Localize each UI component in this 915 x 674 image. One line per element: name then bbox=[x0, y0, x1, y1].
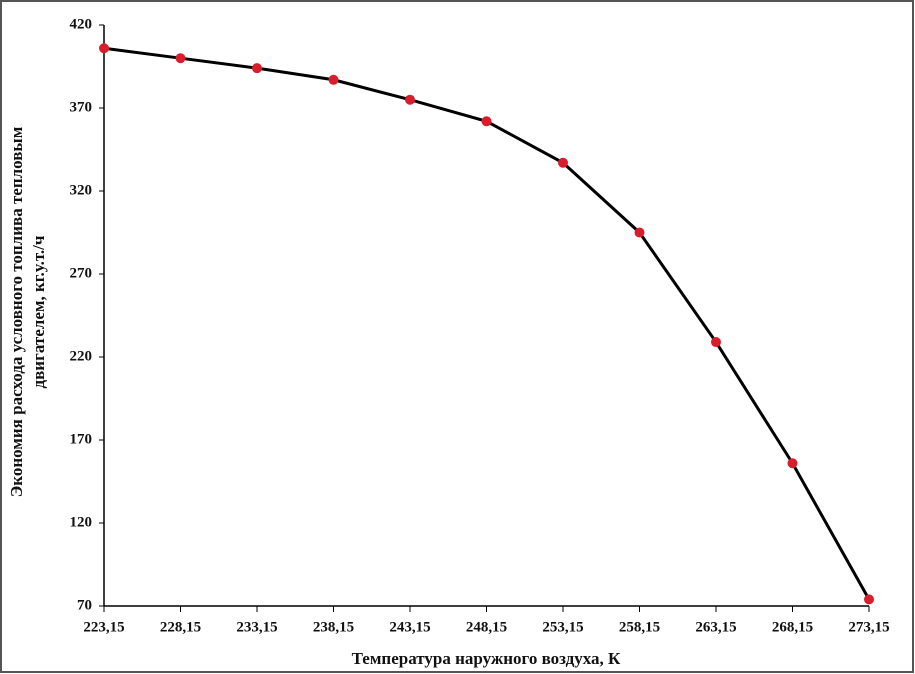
x-tick-label: 228,15 bbox=[160, 619, 201, 635]
data-point bbox=[558, 157, 568, 168]
x-tick-label: 233,15 bbox=[236, 619, 277, 635]
x-tick-label: 273,15 bbox=[848, 619, 889, 635]
y-tick-label: 220 bbox=[70, 348, 93, 364]
x-axis-label: Температура наружного воздуха, К bbox=[352, 649, 621, 668]
x-tick-label: 268,15 bbox=[772, 619, 813, 635]
y-tick-label: 70 bbox=[77, 597, 92, 613]
data-point bbox=[634, 227, 645, 238]
y-tick-label: 370 bbox=[70, 99, 93, 115]
data-point bbox=[252, 63, 262, 74]
data-point bbox=[405, 94, 415, 105]
y-tick-label: 320 bbox=[70, 182, 93, 198]
y-tick-label: 420 bbox=[70, 16, 93, 32]
x-tick-label: 238,15 bbox=[313, 619, 354, 635]
data-point bbox=[175, 53, 186, 64]
x-tick-label: 253,15 bbox=[542, 619, 583, 635]
data-point bbox=[328, 74, 339, 85]
x-tick-label: 223,15 bbox=[83, 619, 124, 635]
x-tick-label: 258,15 bbox=[619, 619, 660, 635]
x-tick-label: 248,15 bbox=[466, 619, 507, 635]
y-tick-label: 170 bbox=[70, 431, 93, 447]
x-tick-label: 243,15 bbox=[389, 619, 430, 635]
data-point bbox=[864, 594, 874, 605]
data-point bbox=[99, 43, 109, 54]
data-point bbox=[787, 458, 798, 469]
data-point bbox=[481, 116, 492, 127]
y-tick-label: 270 bbox=[70, 265, 93, 281]
data-point bbox=[711, 337, 721, 348]
y-axis-label: Экономия расхода условного топлива тепло… bbox=[7, 126, 26, 497]
y-tick-label: 120 bbox=[70, 514, 93, 530]
y-axis-label: двигателем, кг.у.т./ч bbox=[29, 235, 48, 388]
x-tick-label: 263,15 bbox=[695, 619, 736, 635]
